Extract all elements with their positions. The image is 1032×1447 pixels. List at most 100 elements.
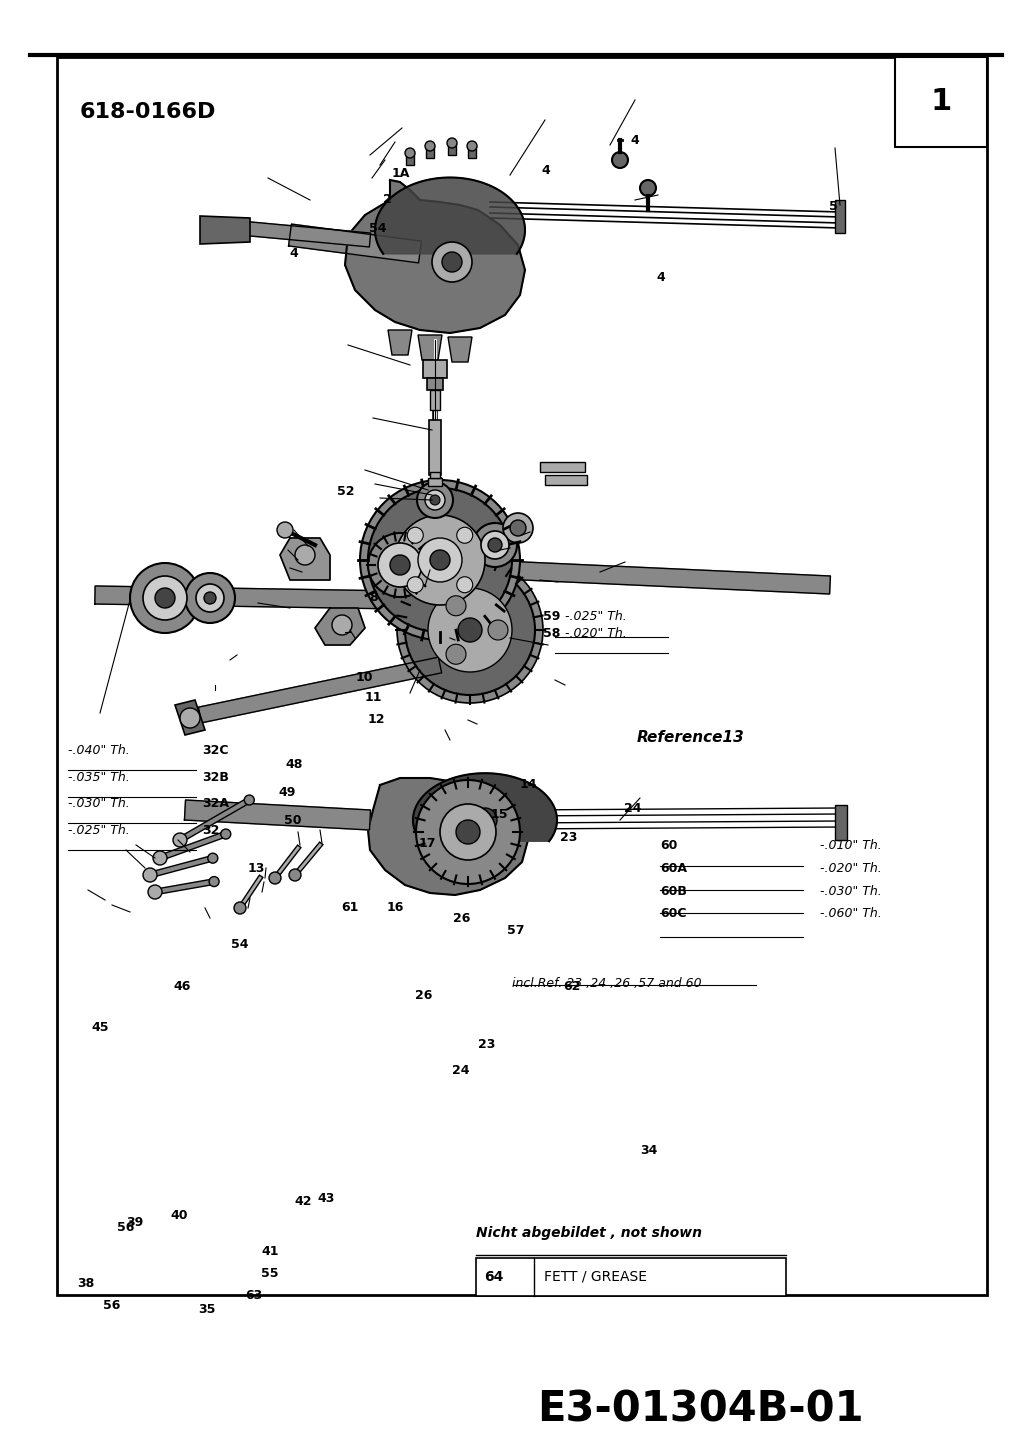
Circle shape	[430, 550, 450, 570]
Text: -.020" Th.: -.020" Th.	[565, 627, 626, 640]
Circle shape	[481, 531, 509, 559]
Circle shape	[460, 794, 510, 845]
Text: Nicht abgebildet , not shown: Nicht abgebildet , not shown	[476, 1226, 702, 1240]
Circle shape	[446, 596, 466, 616]
Bar	[448, 143, 456, 155]
Polygon shape	[835, 805, 847, 841]
Circle shape	[173, 833, 187, 846]
Text: 32A: 32A	[202, 797, 229, 810]
Text: 23: 23	[560, 832, 577, 844]
Bar	[406, 153, 414, 165]
Text: 63: 63	[246, 1289, 262, 1301]
Polygon shape	[198, 657, 442, 724]
Text: 8: 8	[369, 592, 378, 603]
Text: 54: 54	[231, 939, 248, 951]
Bar	[429, 420, 441, 475]
Polygon shape	[289, 224, 421, 263]
Text: 13: 13	[248, 862, 264, 874]
Text: 64: 64	[484, 1270, 504, 1283]
Circle shape	[378, 543, 422, 587]
Text: 4: 4	[542, 165, 550, 177]
Text: 23: 23	[479, 1039, 495, 1051]
Text: 55: 55	[261, 1268, 278, 1279]
Bar	[423, 360, 447, 378]
Circle shape	[405, 564, 535, 695]
Text: 26: 26	[416, 990, 432, 1001]
Circle shape	[289, 870, 301, 881]
Circle shape	[234, 901, 246, 915]
Text: 60C: 60C	[660, 907, 686, 920]
Text: 4: 4	[656, 272, 665, 284]
Text: 48: 48	[286, 758, 302, 770]
Text: 60: 60	[660, 839, 677, 852]
Circle shape	[207, 854, 218, 864]
Circle shape	[428, 587, 512, 671]
Polygon shape	[413, 773, 557, 841]
Text: 14: 14	[520, 778, 537, 790]
Circle shape	[196, 585, 224, 612]
Text: E3-01304B-01: E3-01304B-01	[537, 1389, 864, 1431]
Circle shape	[640, 179, 656, 195]
Circle shape	[153, 851, 167, 865]
Text: 24: 24	[452, 1065, 469, 1077]
Text: 57: 57	[508, 925, 524, 936]
Circle shape	[185, 573, 235, 624]
Text: FETT / GREASE: FETT / GREASE	[544, 1270, 647, 1283]
Text: 15: 15	[491, 809, 508, 820]
Text: 41: 41	[262, 1246, 279, 1257]
Text: 4: 4	[290, 247, 298, 259]
Text: 35: 35	[198, 1304, 215, 1315]
Circle shape	[430, 495, 440, 505]
Bar	[428, 478, 442, 486]
Text: 12: 12	[368, 713, 385, 725]
Text: 45: 45	[92, 1022, 108, 1033]
Text: -.030" Th.: -.030" Th.	[820, 886, 881, 899]
Text: incl.Ref. 23 ,24 ,26 ,57 and 60: incl.Ref. 23 ,24 ,26 ,57 and 60	[512, 978, 702, 990]
Text: 17: 17	[419, 838, 436, 849]
Circle shape	[440, 805, 496, 860]
Polygon shape	[185, 800, 370, 831]
Text: 26: 26	[453, 913, 470, 925]
Circle shape	[143, 868, 157, 883]
Text: 34: 34	[641, 1145, 657, 1156]
Polygon shape	[375, 178, 525, 253]
Bar	[430, 391, 440, 410]
Text: 42: 42	[295, 1195, 312, 1207]
Circle shape	[277, 522, 293, 538]
Text: -.010" Th.: -.010" Th.	[820, 839, 881, 852]
Text: 39: 39	[127, 1217, 143, 1229]
Circle shape	[332, 615, 352, 635]
Circle shape	[417, 482, 453, 518]
Circle shape	[245, 794, 254, 805]
Bar	[467, 146, 476, 158]
Text: 58: 58	[543, 627, 560, 640]
Circle shape	[612, 152, 628, 168]
Circle shape	[432, 242, 472, 282]
Circle shape	[204, 592, 216, 603]
Circle shape	[408, 527, 423, 543]
Text: 16: 16	[387, 901, 404, 913]
Text: 49: 49	[279, 787, 295, 799]
Circle shape	[397, 557, 543, 703]
Circle shape	[458, 618, 482, 642]
Bar	[545, 475, 587, 485]
Text: 52: 52	[337, 486, 354, 498]
Polygon shape	[835, 200, 845, 233]
Polygon shape	[368, 778, 528, 896]
Text: 59: 59	[543, 611, 560, 624]
Circle shape	[390, 556, 410, 574]
Circle shape	[360, 480, 520, 640]
Bar	[540, 462, 585, 472]
Text: Reference13: Reference13	[637, 731, 744, 745]
Polygon shape	[448, 337, 472, 362]
Circle shape	[473, 807, 497, 832]
Circle shape	[269, 873, 281, 884]
Circle shape	[425, 140, 436, 150]
Bar	[426, 146, 434, 158]
Text: -.020" Th.: -.020" Th.	[820, 862, 881, 875]
Circle shape	[148, 886, 162, 899]
Text: -.025" Th.: -.025" Th.	[68, 823, 130, 836]
Circle shape	[368, 532, 432, 598]
Bar	[427, 378, 443, 391]
Text: 46: 46	[173, 981, 190, 993]
